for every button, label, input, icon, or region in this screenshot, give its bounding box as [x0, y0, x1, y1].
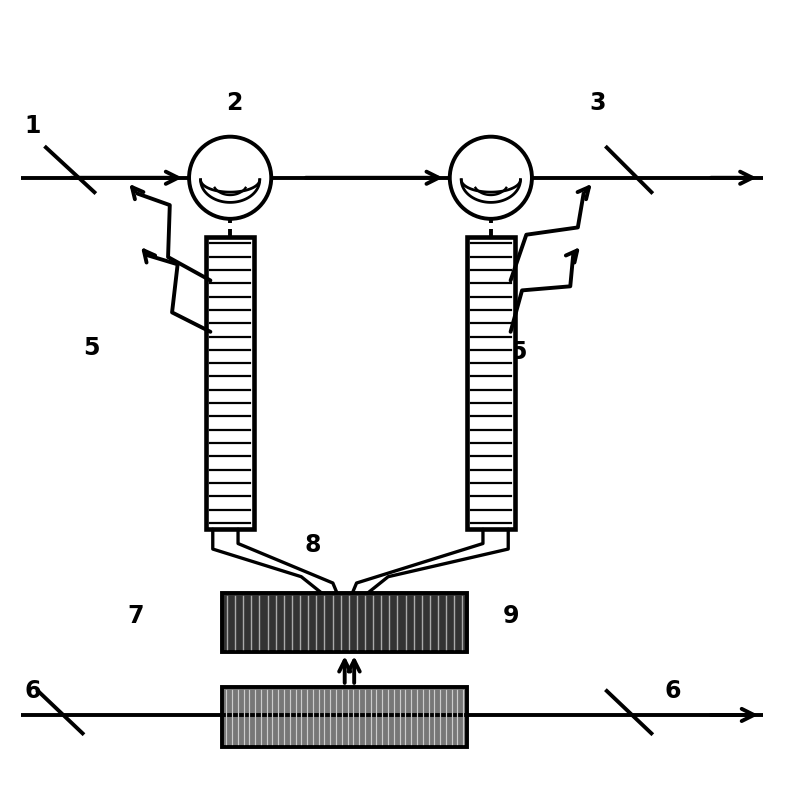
Text: 7: 7	[127, 604, 144, 628]
Bar	[222, 592, 467, 652]
Text: 8: 8	[305, 533, 322, 557]
Text: 3: 3	[590, 91, 606, 115]
Text: 5: 5	[84, 336, 100, 359]
Circle shape	[450, 137, 532, 219]
Bar	[467, 237, 514, 529]
Text: 5: 5	[510, 340, 526, 363]
Text: 9: 9	[502, 604, 519, 628]
Circle shape	[189, 137, 271, 219]
Bar	[206, 237, 254, 529]
Text: 1: 1	[25, 115, 41, 138]
Text: 6: 6	[25, 679, 41, 703]
Text: 2: 2	[226, 91, 242, 115]
Text: 6: 6	[664, 679, 681, 703]
Bar	[222, 687, 467, 747]
